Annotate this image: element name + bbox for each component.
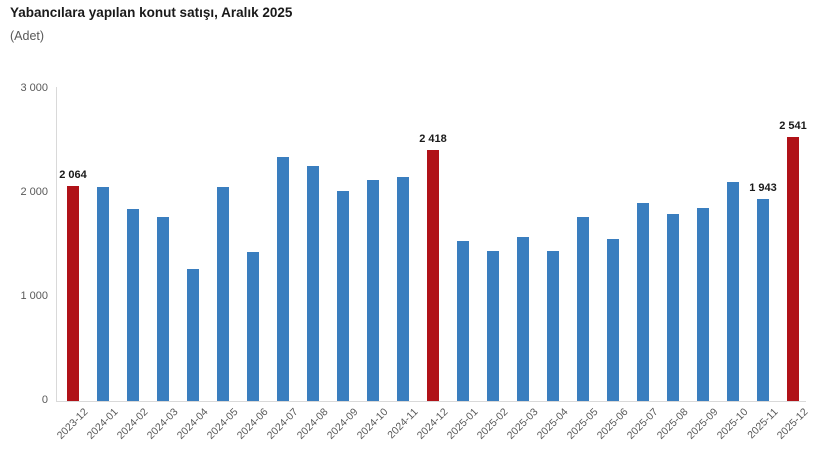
bar-2025-07	[637, 203, 649, 401]
y-tick-label: 2 000	[20, 186, 48, 198]
bar-2025-09	[697, 207, 709, 401]
bar-2024-08	[307, 165, 319, 401]
bar-2025-03	[517, 236, 529, 401]
y-tick-label: 1 000	[20, 290, 48, 302]
chart-title: Yabancılara yapılan konut satışı, Aralık…	[10, 5, 293, 20]
bar-value-label: 2 541	[779, 119, 807, 132]
bar-2023-12	[67, 186, 79, 401]
bar-2024-02	[127, 209, 139, 401]
bar-2025-10	[727, 181, 739, 401]
y-tick-label: 0	[41, 394, 48, 406]
bar-2024-01	[97, 186, 109, 401]
bar-2024-10	[367, 180, 379, 401]
bar-value-label: 1 943	[749, 181, 777, 194]
x-axis-line	[56, 401, 806, 402]
y-axis-line	[56, 87, 57, 402]
bar-2024-03	[157, 216, 169, 401]
bar-2024-11	[397, 177, 409, 401]
bar-2024-04	[187, 269, 199, 401]
bar-2024-07	[277, 156, 289, 401]
chart-unit-label: (Adet)	[10, 29, 45, 43]
bar-2025-11	[757, 198, 769, 401]
bar-2025-02	[487, 250, 499, 401]
bar-2025-06	[607, 238, 619, 401]
bar-2025-12	[787, 136, 799, 401]
bar-value-label: 2 064	[59, 169, 87, 182]
bar-2024-06	[247, 252, 259, 401]
bar-2024-09	[337, 190, 349, 401]
bar-2024-12	[427, 149, 439, 401]
bar-2025-04	[547, 251, 559, 401]
bar-2025-08	[667, 213, 679, 401]
bar-value-label: 2 418	[419, 132, 447, 145]
bar-2025-01	[457, 240, 469, 401]
bar-2025-05	[577, 217, 589, 401]
y-tick-label: 3 000	[20, 82, 48, 94]
bar-2024-05	[217, 187, 229, 401]
